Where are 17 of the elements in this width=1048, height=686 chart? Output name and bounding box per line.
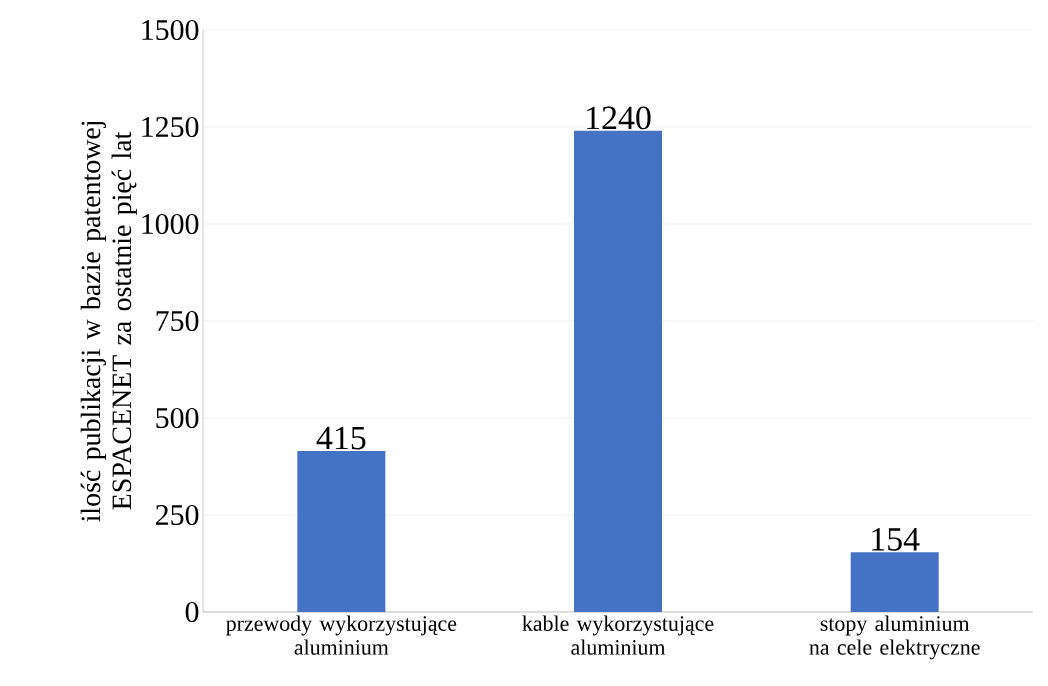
y-tick-label: 500 xyxy=(156,407,199,429)
x-tick-label: kable wykorzystujące aluminium xyxy=(522,615,714,655)
y-tick-label: 250 xyxy=(155,504,199,526)
bar xyxy=(850,552,939,612)
bar xyxy=(297,450,386,612)
x-tick-label: przewody wykorzystujące aluminium xyxy=(226,615,457,655)
y-tick-label: 1500 xyxy=(142,19,199,41)
y-tick-label: 0 xyxy=(185,601,199,623)
y-axis-title: ilość publikacji w bazie patentowej ESPACENET za ostatnie pięć lat xyxy=(80,121,137,522)
y-tick-label: 750 xyxy=(156,310,199,332)
data-label: 154 xyxy=(872,528,920,551)
x-tick-label: stopy aluminium na cele elektryczne xyxy=(809,615,980,660)
data-label: 415 xyxy=(316,426,366,450)
bar xyxy=(574,130,663,612)
data-label: 1240 xyxy=(587,106,651,130)
y-tick-label: 1250 xyxy=(142,116,199,138)
y-tick-label: 1000 xyxy=(142,213,199,235)
